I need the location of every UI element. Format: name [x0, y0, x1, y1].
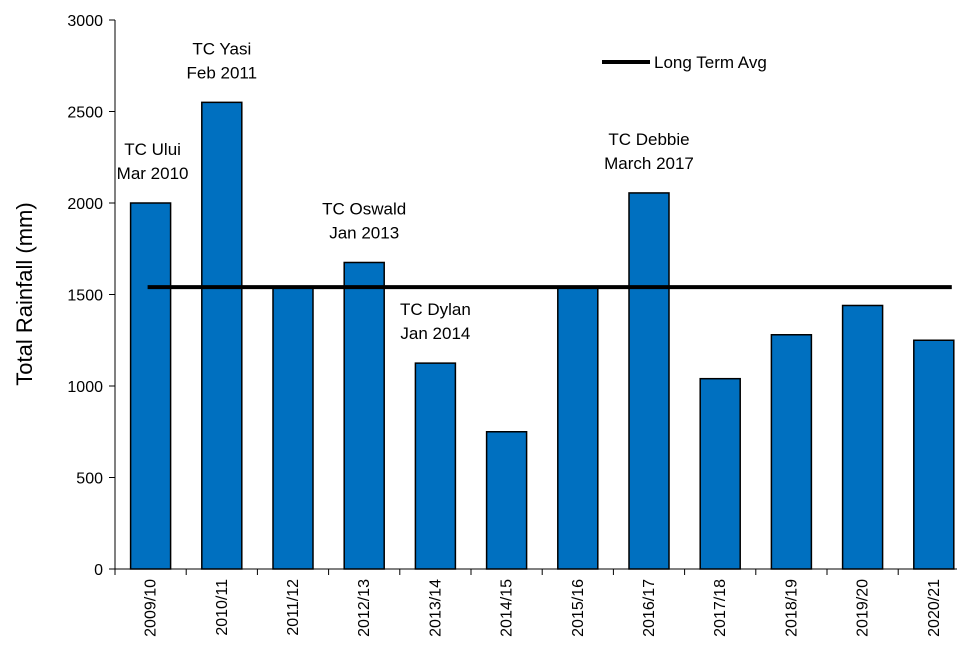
y-tick-label: 2500: [67, 105, 103, 122]
x-tick-label: 2015/16: [570, 579, 587, 637]
x-tick-label: 2012/13: [356, 579, 373, 637]
annotation-text: Jan 2014: [400, 324, 470, 343]
y-tick-label: 1500: [67, 288, 103, 305]
bar-2016-17: [628, 192, 670, 570]
x-tick-label: 2017/18: [712, 579, 729, 637]
bar-2014-15: [485, 431, 528, 570]
annotation-text: Mar 2010: [117, 164, 189, 183]
bar-2013-14: [414, 362, 457, 570]
y-axis-title-group: Total Rainfall (mm): [12, 202, 37, 385]
bar-2009-10: [129, 202, 172, 570]
annotation-text: TC Debbie: [608, 130, 689, 149]
bar-2020-21: [913, 339, 955, 570]
annotation-text: TC Ului: [124, 140, 181, 159]
x-tick-label: 2016/17: [641, 579, 658, 637]
x-tick-label: 2010/11: [214, 579, 231, 636]
y-tick-label: 500: [76, 471, 103, 488]
x-tick-label: 2014/15: [499, 579, 516, 637]
x-tick-label: 2020/21: [926, 579, 943, 637]
x-tick-label: 2009/10: [143, 579, 160, 637]
bar-2019-20: [841, 304, 884, 570]
bar-2017-18: [699, 377, 741, 570]
x-tick-label: 2013/14: [427, 579, 444, 637]
y-axis-title: Total Rainfall (mm): [12, 202, 37, 385]
bar-2012-13: [343, 261, 385, 570]
y-tick-label: 2000: [67, 196, 103, 213]
cyclone-annotations: TC Ului Mar 2010 TC Yasi Feb 2011 TC Oswald J…: [117, 39, 694, 343]
annotation-text: Jan 2013: [329, 223, 399, 242]
annotation-text: March 2017: [604, 154, 694, 173]
x-axis-ticks: 2009/10 2010/11 2011/12 2012/13 2013/14 2014/…: [114, 569, 943, 637]
bar-2010-11: [201, 101, 243, 570]
x-tick-label: 2019/20: [855, 579, 872, 637]
annotation-text: Feb 2011: [187, 63, 258, 82]
bar-2011-12: [272, 285, 314, 570]
y-tick-label: 1000: [67, 379, 103, 396]
legend: Long Term Avg: [602, 53, 767, 72]
legend-label-long-term-avg: Long Term Avg: [654, 53, 767, 72]
bar-2015-16: [557, 285, 599, 570]
bar-2018-19: [770, 334, 813, 570]
annotation-text: TC Oswald: [322, 199, 406, 218]
y-tick-label: 0: [94, 562, 103, 579]
annotation-text: TC Dylan: [400, 300, 471, 319]
y-axis-ticks: 0 500 1000 1500 2000 2500 3000: [67, 13, 115, 579]
bars: [129, 101, 955, 570]
x-tick-label: 2011/12: [285, 579, 302, 636]
x-tick-label: 2018/19: [783, 579, 800, 637]
annotation-text: TC Yasi: [192, 39, 251, 58]
y-tick-label: 3000: [67, 13, 103, 30]
